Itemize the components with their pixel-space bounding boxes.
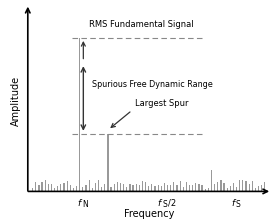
Bar	[38, 185, 39, 191]
Bar	[132, 185, 134, 191]
Bar	[208, 188, 209, 191]
Bar	[173, 182, 174, 191]
Bar	[180, 181, 181, 191]
Bar	[79, 38, 80, 191]
Bar	[161, 185, 162, 191]
Text: Amplitude: Amplitude	[11, 76, 21, 126]
Bar	[167, 185, 168, 191]
Bar	[51, 184, 52, 191]
Bar	[110, 187, 112, 191]
Text: f: f	[158, 199, 161, 208]
Bar	[73, 188, 74, 191]
Bar	[85, 185, 86, 191]
Text: RMS Fundamental Signal: RMS Fundamental Signal	[89, 20, 194, 29]
Bar	[230, 186, 231, 191]
Text: N: N	[82, 200, 88, 209]
Bar	[41, 182, 43, 191]
Bar	[158, 185, 159, 191]
Bar	[202, 185, 203, 191]
Bar	[151, 183, 152, 191]
Bar	[139, 185, 140, 191]
Bar	[123, 185, 124, 191]
Bar	[76, 186, 77, 191]
Bar	[192, 185, 193, 191]
Bar	[101, 187, 102, 191]
Bar	[145, 182, 146, 191]
Bar	[195, 183, 196, 191]
Bar	[214, 184, 215, 191]
Bar	[261, 185, 262, 191]
Bar	[255, 187, 256, 191]
Bar	[252, 181, 253, 191]
Bar	[63, 183, 64, 191]
Bar	[54, 188, 55, 191]
Bar	[129, 184, 130, 191]
Bar	[98, 180, 99, 191]
Bar	[35, 182, 36, 191]
Bar	[136, 184, 137, 191]
Bar	[220, 180, 222, 191]
Bar	[104, 184, 105, 191]
Bar	[233, 183, 234, 191]
Bar	[44, 180, 46, 191]
Bar	[164, 183, 165, 191]
Bar	[198, 184, 200, 191]
Bar	[154, 186, 156, 191]
Bar	[258, 186, 259, 191]
Bar	[60, 184, 61, 191]
Bar	[245, 181, 247, 191]
Bar	[170, 185, 171, 191]
Bar	[249, 184, 250, 191]
Bar	[189, 185, 190, 191]
Text: Spurious Free Dynamic Range: Spurious Free Dynamic Range	[92, 80, 213, 89]
Text: f: f	[78, 199, 81, 208]
Bar	[242, 180, 244, 191]
Bar	[32, 188, 33, 191]
Text: S: S	[162, 200, 167, 209]
Bar	[120, 183, 121, 191]
Bar	[176, 185, 178, 191]
Bar	[114, 184, 115, 191]
Bar	[107, 134, 108, 191]
Bar	[264, 182, 265, 191]
Bar	[224, 183, 225, 191]
Bar	[227, 188, 228, 191]
Bar	[205, 189, 206, 191]
Bar	[148, 186, 149, 191]
Bar	[70, 185, 71, 191]
Bar	[82, 187, 83, 191]
Text: /2: /2	[168, 199, 176, 208]
Text: S: S	[236, 200, 240, 209]
Bar	[217, 182, 218, 191]
Bar	[88, 180, 90, 191]
Bar	[57, 186, 58, 191]
Bar	[211, 170, 212, 191]
Bar	[95, 183, 96, 191]
Text: f: f	[232, 199, 235, 208]
Bar	[48, 184, 49, 191]
Bar	[239, 180, 240, 191]
Bar	[183, 187, 184, 191]
Bar	[66, 182, 68, 191]
Bar	[117, 182, 118, 191]
Bar	[236, 187, 237, 191]
Bar	[186, 182, 187, 191]
Bar	[92, 189, 93, 191]
Bar	[126, 187, 127, 191]
Text: Largest Spur: Largest Spur	[135, 99, 188, 108]
Bar	[142, 181, 143, 191]
Text: Frequency: Frequency	[123, 209, 174, 219]
